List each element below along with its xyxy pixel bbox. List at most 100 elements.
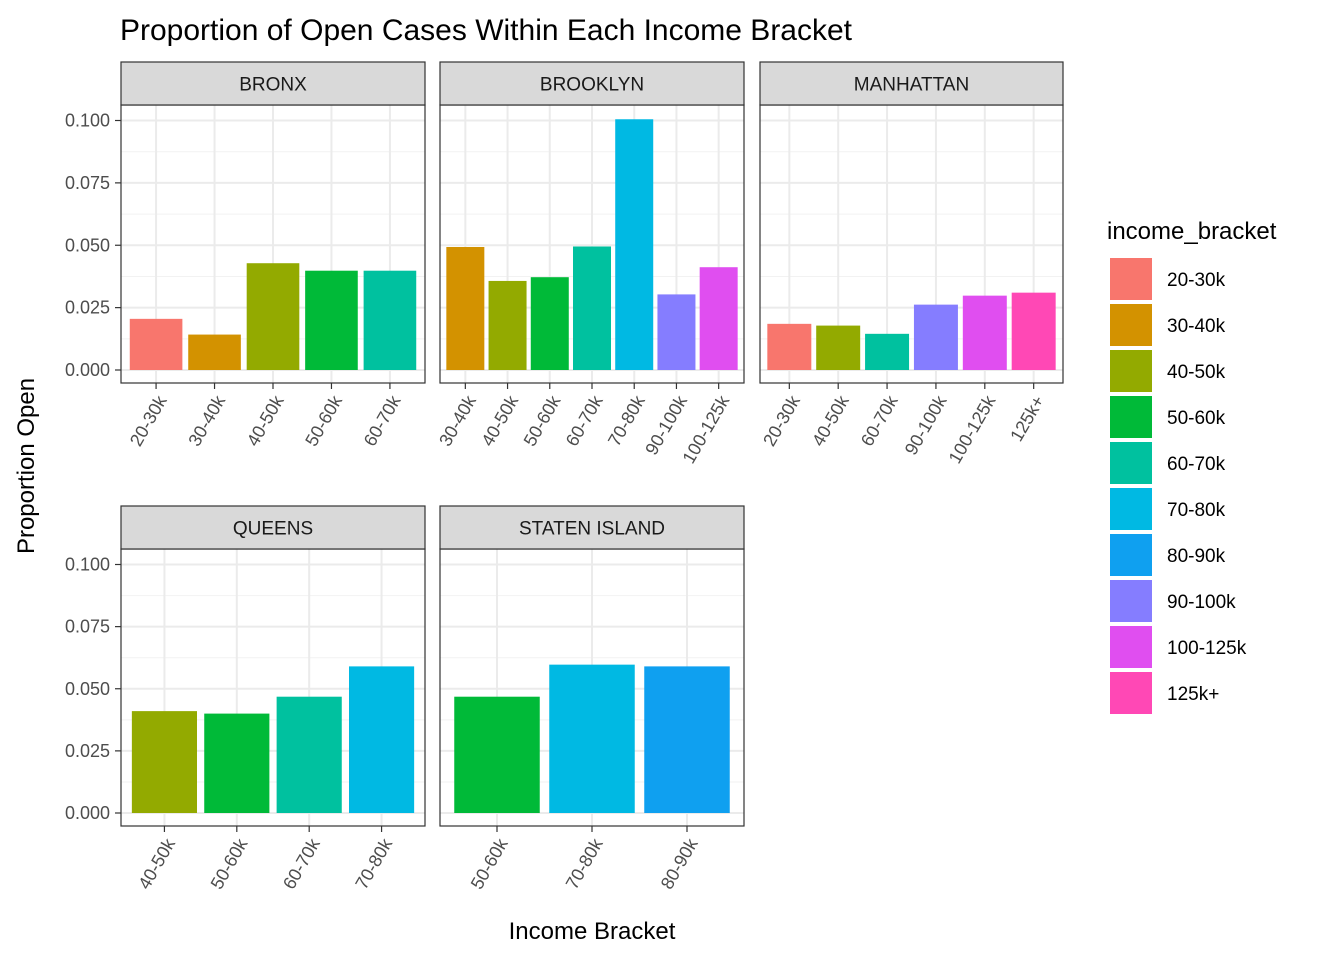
legend-label: 90-100k: [1167, 592, 1236, 613]
x-tick-label: 40-50k: [808, 391, 853, 450]
x-tick-label: 50-60k: [207, 834, 252, 893]
x-axis-label: Income Bracket: [509, 918, 676, 945]
x-tick-label: 125k+: [1006, 392, 1048, 445]
strip-label: MANHATTAN: [854, 75, 969, 96]
x-tick-label: 60-70k: [857, 391, 902, 450]
panel-queens: QUEENS 0.000 0.025 0.050 0.075 0.100 40-50k 50-…: [65, 505, 426, 893]
y-tick-label: 0.025: [65, 298, 110, 318]
bar-40-50k: [131, 711, 197, 813]
legend-label: 80-90k: [1167, 546, 1226, 567]
x-tick-label: 40-50k: [477, 391, 522, 450]
bar-40-50k: [816, 325, 861, 370]
y-tick-label: 0.100: [65, 111, 110, 131]
legend-key-70-80k: [1110, 488, 1152, 530]
x-tick-label: 50-60k: [467, 834, 512, 893]
bar-100-125k: [699, 267, 738, 370]
legend-label: 70-80k: [1167, 500, 1226, 521]
legend-label: 20-30k: [1167, 270, 1226, 291]
x-tick-label: 80-90k: [657, 834, 702, 893]
bar-30-40k: [188, 334, 241, 370]
legend-key-40-50k: [1110, 350, 1152, 392]
y-tick-label: 0.075: [65, 617, 110, 637]
y-tick-label: 0.075: [65, 173, 110, 193]
bar-60-70k: [865, 333, 910, 370]
legend-label: 60-70k: [1167, 454, 1226, 475]
panel-staten-island: STATEN ISLAND 50-60k 70-80k 80-90k: [439, 505, 745, 893]
strip-background: [439, 505, 745, 550]
x-tick-label: 60-70k: [279, 834, 324, 893]
bar-40-50k: [246, 263, 300, 370]
x-tick-label: 20-30k: [759, 391, 804, 450]
x-tick-label: 30-40k: [184, 391, 229, 450]
legend-key-50-60k: [1110, 396, 1152, 438]
legend-label: 40-50k: [1167, 362, 1226, 383]
bar-70-80k: [549, 664, 635, 813]
x-tick-label: 70-80k: [351, 834, 396, 893]
bar-50-60k: [454, 696, 540, 813]
y-tick-label: 0.025: [65, 741, 110, 761]
x-tick-label: 20-30k: [126, 391, 171, 450]
bar-50-60k: [305, 270, 358, 370]
bar-50-60k: [204, 713, 270, 813]
y-tick-label: 0.000: [65, 803, 110, 823]
legend-title: income_bracket: [1107, 218, 1277, 245]
x-tick-label: 40-50k: [134, 834, 179, 893]
strip-background: [120, 61, 426, 106]
bar-80-90k: [644, 666, 730, 813]
y-axis-label: Proportion Open: [13, 378, 40, 554]
bar-30-40k: [446, 246, 485, 370]
bar-40-50k: [488, 280, 527, 370]
bar-50-60k: [530, 277, 569, 370]
bar-70-80k: [615, 119, 654, 370]
bar-90-100k: [657, 294, 696, 370]
x-tick-label: 60-70k: [562, 391, 607, 450]
x-tick-label: 70-80k: [604, 391, 649, 450]
legend-key-60-70k: [1110, 442, 1152, 484]
legend-key-90-100k: [1110, 580, 1152, 622]
y-tick-label: 0.050: [65, 235, 110, 255]
bar-125k+: [1011, 292, 1056, 370]
strip-label: BRONX: [239, 75, 307, 96]
legend-label: 125k+: [1167, 684, 1219, 705]
bar-20-30k: [129, 318, 183, 370]
legend-label: 50-60k: [1167, 408, 1226, 429]
legend: income_bracket 20-30k 30-40k 40-50k 50-60k 6…: [1107, 218, 1277, 714]
x-tick-label: 50-60k: [301, 391, 346, 450]
bar-70-80k: [349, 666, 415, 813]
legend-key-30-40k: [1110, 304, 1152, 346]
panels: BRONX 0.000 0.025 0.050 0.075 0.100 20-30k 30-4…: [65, 61, 1064, 893]
x-tick-label: 90-100k: [901, 391, 951, 458]
strip-background: [759, 61, 1064, 106]
strip-label: BROOKLYN: [540, 75, 644, 96]
legend-label: 100-125k: [1167, 638, 1247, 659]
legend-label: 30-40k: [1167, 316, 1226, 337]
x-tick-label: 40-50k: [243, 391, 288, 450]
strip-label: QUEENS: [233, 519, 313, 540]
strip-background: [120, 505, 426, 550]
y-tick-label: 0.100: [65, 555, 110, 575]
bar-60-70k: [276, 696, 342, 813]
bar-90-100k: [913, 304, 958, 370]
chart-title: Proportion of Open Cases Within Each Inc…: [120, 14, 853, 47]
panel-brooklyn: BROOKLYN30-40k40-50k50-60k60-70k70-80k90…: [435, 61, 745, 467]
y-tick-label: 0.050: [65, 679, 110, 699]
x-tick-label: 100-125k: [945, 391, 1000, 467]
x-tick-label: 60-70k: [360, 391, 405, 450]
y-tick-label: 0.000: [65, 360, 110, 380]
panel-bronx: BRONX 0.000 0.025 0.050 0.075 0.100 20-30k 30-4…: [65, 61, 426, 450]
x-tick-label: 30-40k: [435, 391, 480, 450]
bar-60-70k: [363, 270, 417, 370]
strip-label: STATEN ISLAND: [519, 519, 665, 540]
bar-100-125k: [962, 295, 1007, 370]
panel-manhattan: MANHATTAN 20-30k 40-50k 60-70k 90-100k100-12…: [759, 61, 1064, 467]
strip-background: [439, 61, 745, 106]
legend-key-100-125k: [1110, 626, 1152, 668]
bar-60-70k: [573, 246, 611, 370]
legend-key-80-90k: [1110, 534, 1152, 576]
bar-20-30k: [767, 323, 812, 370]
legend-key-20-30k: [1110, 258, 1152, 300]
x-tick-label: 70-80k: [562, 834, 607, 893]
x-tick-label: 50-60k: [520, 391, 565, 450]
